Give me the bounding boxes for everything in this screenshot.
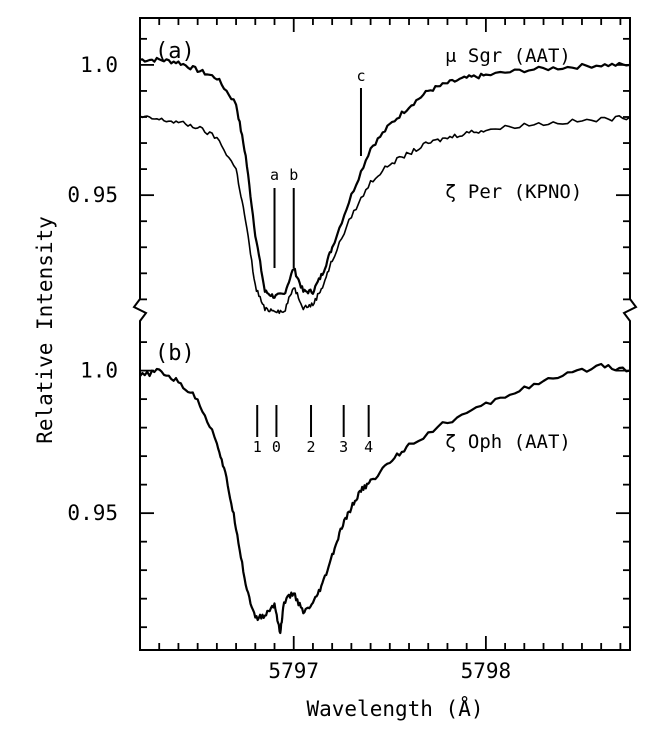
spectrum-curve xyxy=(139,56,631,299)
feature-label: 4 xyxy=(364,438,373,456)
series-label: ζ Oph (AAT) xyxy=(445,431,571,453)
plot-frame xyxy=(132,17,638,651)
feature-label: 1 xyxy=(253,438,262,456)
series-label: ζ Per (KPNO) xyxy=(445,181,582,203)
x-tick-label: 5798 xyxy=(461,659,512,683)
spectrum-curve xyxy=(139,362,631,635)
feature-label: 2 xyxy=(307,438,316,456)
y-tick-label: 1.0 xyxy=(80,53,118,77)
y-tick-label: 0.95 xyxy=(67,501,118,525)
y-tick-label: 0.95 xyxy=(67,183,118,207)
x-axis-title: Wavelength (Å) xyxy=(306,695,483,721)
feature-label: c xyxy=(356,67,365,85)
panel-label: (b) xyxy=(155,341,195,366)
feature-label: a xyxy=(270,166,279,184)
y-tick-label: 1.0 xyxy=(80,359,118,383)
series-label: μ Sgr (AAT) xyxy=(445,45,571,67)
spectrum-curve xyxy=(139,115,631,315)
y-axis-title: Relative Intensity xyxy=(33,216,57,444)
feature-label: 0 xyxy=(272,438,281,456)
x-tick-label: 5797 xyxy=(268,659,319,683)
feature-label: b xyxy=(289,166,298,184)
feature-label: 3 xyxy=(339,438,348,456)
